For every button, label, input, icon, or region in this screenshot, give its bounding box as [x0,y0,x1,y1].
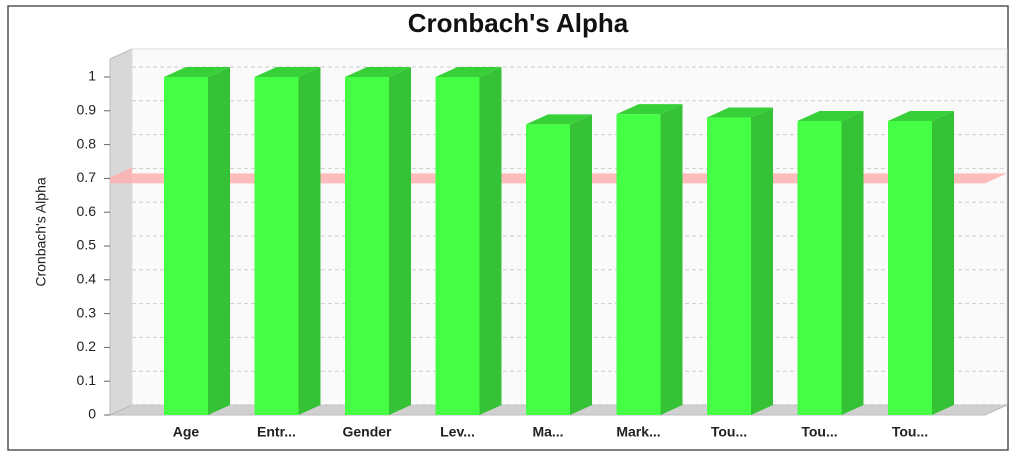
x-tick-label: Tou... [711,424,747,440]
bar-front [345,77,389,415]
bar-top [254,67,321,77]
bar-front [707,117,751,415]
bar-top [888,110,954,121]
bar-front [526,124,570,415]
y-axis-label: Cronbach's Alpha [33,177,49,287]
bar-top [707,107,773,118]
bar-front [254,77,299,415]
x-tick-label: Entr... [257,424,296,440]
x-tick-label: Lev... [440,424,475,440]
bar-top [797,110,864,121]
bar [888,110,954,415]
bar-front [888,120,932,415]
bar-side [751,107,773,415]
chart-title: Cronbach's Alpha [408,8,629,38]
y-tick-label: 0.7 [77,169,97,185]
bar-side [660,104,683,416]
x-tick-label: Ma... [532,424,563,440]
bar-side [298,67,321,415]
x-tick-label: Mark... [616,424,660,440]
x-tick-label: Tou... [801,424,837,440]
bar [254,67,321,415]
x-tick-label: Tou... [892,424,928,440]
y-tick-label: 1 [88,68,96,84]
bar-front [616,114,661,416]
bar-side [208,67,230,415]
bar [345,67,411,415]
bar-side [841,110,864,415]
bar [164,67,230,415]
bar-top [435,67,502,77]
bar-top [616,104,683,115]
y-tick-label: 0.9 [77,102,97,118]
bar [526,114,592,415]
y-tick-label: 0.1 [77,372,97,388]
bar-top [345,67,411,77]
y-tick-label: 0.6 [77,203,97,219]
y-tick-label: 0.5 [77,237,97,253]
x-tick-label: Gender [342,424,392,440]
bar-side [479,67,502,415]
bar-top [526,114,592,125]
y-tick-label: 0.2 [77,338,97,354]
bar [797,110,864,415]
x-tick-label: Age [173,424,200,440]
bar-front [164,77,208,415]
bar [616,104,683,416]
bar-front [435,77,480,415]
bar-top [164,67,230,77]
bar-side [570,114,592,415]
y-tick-label: 0.4 [77,271,97,287]
bar-side [932,110,954,415]
bar [707,107,773,415]
bar [435,67,502,415]
y-tick-label: 0 [88,406,96,422]
y-tick-label: 0.3 [77,304,97,320]
reference-band [110,167,132,184]
bar-front [797,120,842,415]
y-tick-label: 0.8 [77,135,97,151]
bar-side [389,67,411,415]
left-wall [109,48,133,416]
